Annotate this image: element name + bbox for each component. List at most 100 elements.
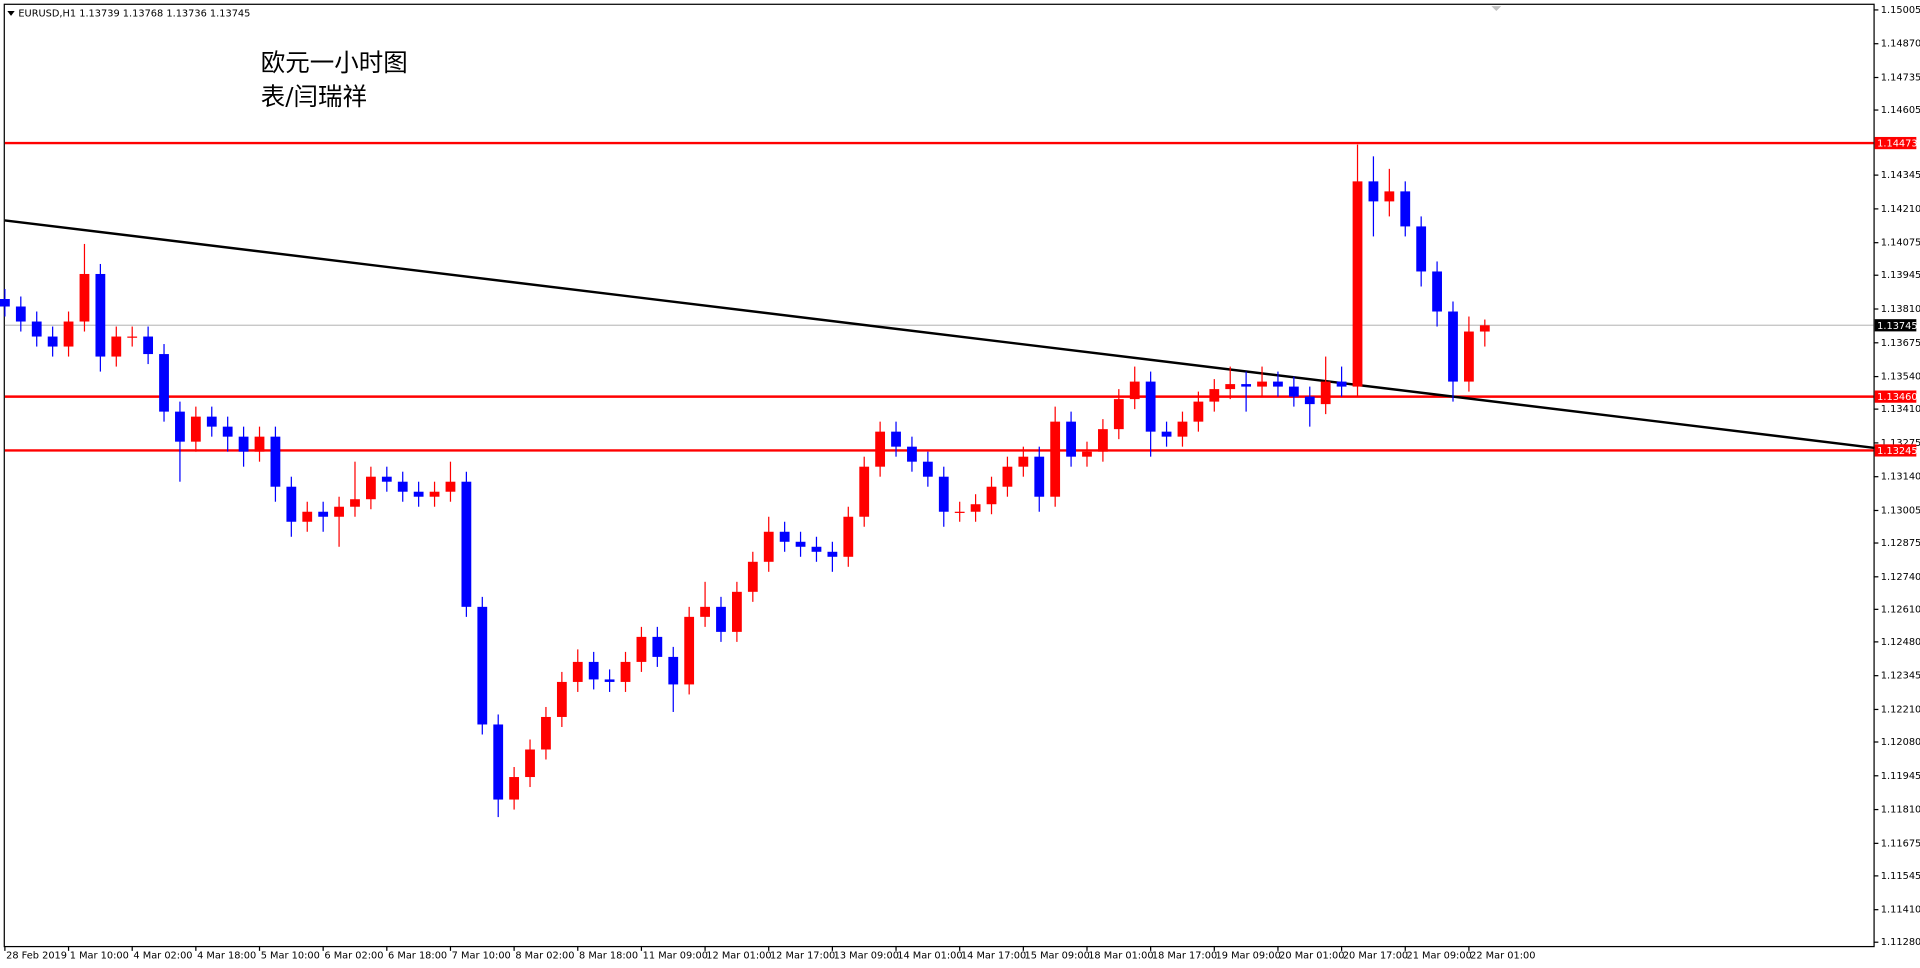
x-tick-label: 8 Mar 18:00 [579, 951, 638, 962]
y-tick-label: 1.14345 [1881, 170, 1920, 181]
candle-body [620, 661, 631, 682]
candle-body [350, 499, 360, 507]
y-tick-label: 1.12345 [1881, 671, 1920, 682]
x-tick-label: 6 Mar 02:00 [324, 951, 383, 962]
shift-marker [1491, 6, 1502, 12]
candle-body [111, 336, 122, 357]
x-tick-label: 20 Mar 17:00 [1343, 951, 1408, 962]
candle-body [127, 336, 138, 338]
candle-body [1336, 381, 1347, 387]
x-tick-label: 12 Mar 17:00 [770, 951, 835, 962]
candle-body [397, 481, 408, 492]
y-tick-label: 1.11545 [1881, 871, 1920, 882]
candle-body [1161, 431, 1172, 437]
candle-body [302, 511, 313, 522]
y-tick-label: 1.13410 [1881, 404, 1920, 415]
y-tick-label: 1.13945 [1881, 270, 1920, 281]
candle-body [334, 506, 344, 517]
level-label-bg [1874, 444, 1917, 457]
y-tick-label: 1.15005 [1881, 5, 1920, 16]
x-tick-label: 14 Mar 01:00 [897, 951, 962, 962]
candle-body [190, 416, 201, 442]
candle-body [572, 661, 583, 682]
candle-body [445, 481, 456, 492]
candle-body [811, 546, 822, 552]
y-tick-label: 1.13005 [1881, 505, 1920, 516]
candle-body [461, 481, 472, 607]
annotation: 欧元一小时图 [261, 48, 408, 77]
x-tick-label: 20 Mar 01:00 [1279, 951, 1344, 962]
level-label: 1.13245 [1877, 446, 1917, 457]
x-tick-label: 4 Mar 18:00 [197, 951, 256, 962]
chart-layer: 1.15005 1.14870 1.14735 1.14605 1.14345 1.142… [0, 5, 1920, 962]
candle-body [1304, 396, 1315, 405]
candle-body [238, 436, 249, 452]
y-tick-label: 1.11810 [1881, 805, 1920, 816]
y-tick-label: 1.12210 [1881, 704, 1920, 715]
candle-body [1288, 386, 1299, 397]
candle-body [1129, 381, 1140, 400]
y-tick-label: 1.12080 [1881, 737, 1920, 748]
candle-body [922, 461, 933, 477]
candle-body [95, 273, 106, 357]
level-label: 1.13745 [1877, 321, 1917, 332]
x-tick-label: 1 Mar 10:00 [70, 951, 129, 962]
candle-body [1018, 456, 1029, 467]
candle-body [747, 561, 758, 592]
candle-body [206, 416, 217, 427]
level-label-bg [1874, 319, 1917, 332]
y-tick-label: 1.11945 [1881, 771, 1920, 782]
x-tick-label: 14 Mar 17:00 [961, 951, 1026, 962]
candle-body [700, 606, 710, 617]
y-tick-label: 1.14870 [1881, 39, 1920, 50]
candle-body [318, 511, 329, 517]
candle-body [588, 661, 599, 680]
x-tick-label: 13 Mar 09:00 [834, 951, 899, 962]
candle-body [1034, 456, 1045, 497]
candle-body [1113, 399, 1124, 430]
candle-body [477, 606, 488, 725]
candle-body [604, 679, 615, 682]
candle-body [556, 681, 567, 717]
y-tick-label: 1.12610 [1881, 604, 1920, 615]
candle-body [79, 273, 90, 322]
candle-body [1050, 421, 1061, 497]
y-tick-label: 1.14075 [1881, 238, 1920, 249]
candle-body [143, 336, 154, 355]
candle-body [1177, 421, 1188, 437]
candle-body [1352, 181, 1363, 387]
candle-body [716, 606, 726, 632]
candle-body [684, 616, 695, 685]
x-tick-label: 8 Mar 02:00 [515, 951, 574, 962]
x-tick-label: 4 Mar 02:00 [133, 951, 192, 962]
candle-body [270, 436, 281, 487]
candle-body [859, 466, 870, 517]
x-tick-label: 18 Mar 01:00 [1088, 951, 1153, 962]
candle-body [286, 486, 297, 522]
candle-body [668, 656, 679, 685]
candle-body [636, 636, 647, 662]
candle-body [159, 354, 169, 412]
candle-body [1448, 311, 1458, 382]
candle-body [938, 476, 949, 512]
level-label: 1.14473 [1877, 139, 1917, 150]
menu-arrow[interactable] [7, 11, 15, 16]
candle-body [1193, 401, 1204, 422]
candle-body [652, 636, 663, 657]
y-tick-label: 1.13675 [1881, 338, 1920, 349]
x-tick-label: 7 Mar 10:00 [452, 951, 511, 962]
candle-body [763, 531, 774, 562]
candle-body [222, 426, 233, 437]
level-label-bg [1874, 136, 1917, 150]
y-tick-label: 1.14210 [1881, 204, 1920, 215]
candle-body [891, 431, 901, 447]
x-tick-label: 15 Mar 09:00 [1025, 951, 1090, 962]
candle-body [954, 511, 965, 513]
candle-body [0, 299, 10, 307]
candle-body [843, 516, 854, 557]
candle-body [1082, 451, 1092, 457]
y-tick-label: 1.12875 [1881, 538, 1920, 549]
candle-body [429, 491, 440, 497]
y-tick-label: 1.11410 [1881, 905, 1920, 916]
